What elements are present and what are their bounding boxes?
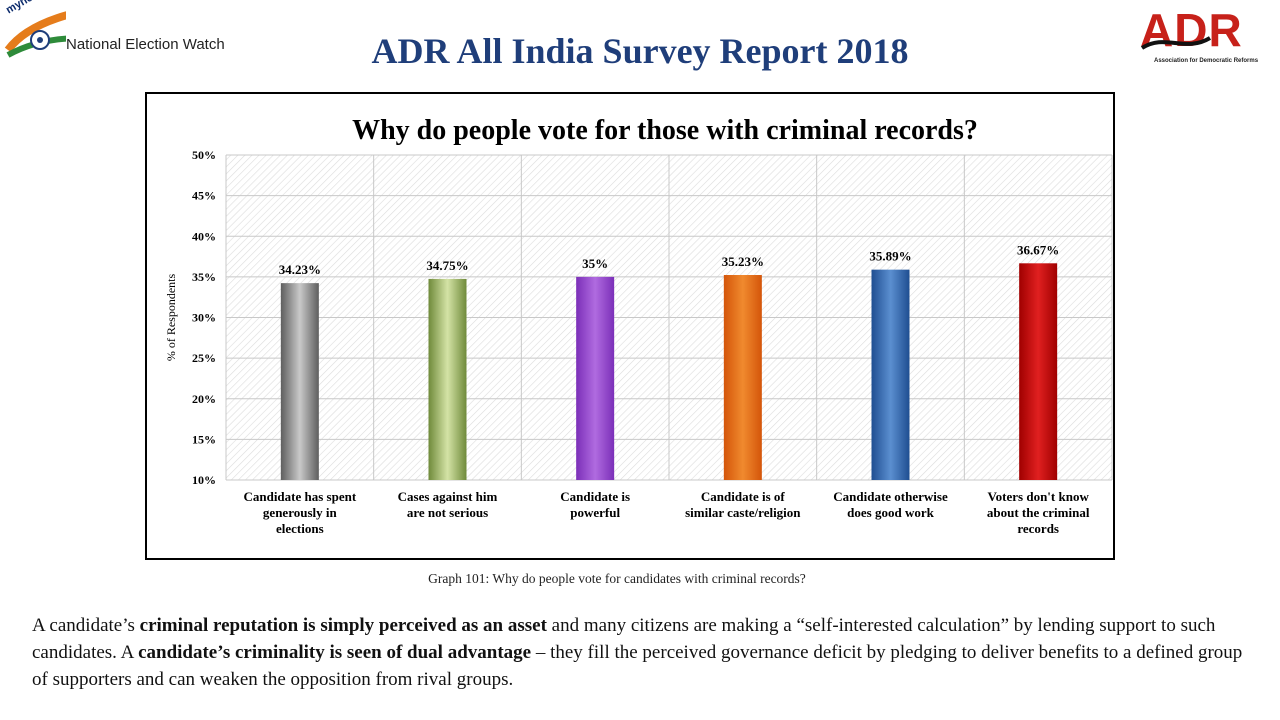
category-label: Candidate is of [701, 489, 785, 504]
adr-logo-subtext: Association for Democratic Reforms [1154, 58, 1259, 64]
body-bold-1: criminal reputation is simply perceived … [139, 615, 547, 636]
y-tick-label: 10% [192, 473, 216, 487]
category-label: Cases against him [398, 489, 498, 504]
y-tick-label: 40% [192, 229, 216, 243]
category-label: does good work [847, 505, 934, 520]
category-label: Candidate is [560, 489, 630, 504]
chart-title: Why do people vote for those with crimin… [352, 115, 978, 146]
category-label: powerful [570, 505, 620, 520]
category-label: Voters don't know [987, 489, 1089, 504]
body-text-2: and many citizens are making a “self-int… [32, 615, 1216, 663]
graph-caption: Graph 101: Why do people vote for candid… [428, 571, 806, 586]
body-bold-2: candidate’s criminality is seen of dual … [138, 642, 532, 663]
y-tick-label: 25% [192, 351, 216, 365]
category-label: Candidate otherwise [833, 489, 948, 504]
data-label: 35.23% [722, 254, 764, 269]
y-tick-label: 20% [192, 392, 216, 406]
body-text-3: – they fill the perceived governance def… [32, 642, 1243, 690]
body-paragraph: A candidate’s criminal reputation is sim… [32, 612, 1262, 693]
data-label: 36.67% [1017, 242, 1059, 257]
data-label: 35.89% [869, 249, 911, 264]
bar [1019, 263, 1058, 480]
logo-left-text: National Election Watch [66, 36, 225, 53]
category-label: elections [276, 521, 324, 536]
y-tick-label: 35% [192, 270, 216, 284]
data-label: 35% [582, 256, 608, 271]
bar [576, 276, 615, 480]
body-text-1: A candidate’s [32, 615, 140, 636]
adr-swoosh-icon [1140, 36, 1212, 50]
category-label: similar caste/religion [685, 505, 801, 520]
category-label: records [1017, 521, 1059, 536]
bar [428, 278, 467, 480]
category-label: are not serious [407, 505, 488, 520]
adr-logo-text: ADR [1140, 4, 1243, 56]
national-election-watch-logo: myneta.info National Election Watch [0, 0, 250, 62]
adr-logo: ADR Association for Democratic Reforms [1140, 4, 1268, 66]
page-title: ADR All India Survey Report 2018 [371, 31, 909, 71]
category-label: Candidate has spent [243, 489, 356, 504]
y-axis-title: % of Respondents [164, 274, 178, 362]
bar [280, 283, 319, 480]
bar-chart: 10% 15% 20% 25% 30% 35% 40% 45% 50% % of Responde… [164, 148, 1113, 536]
category-label: about the criminal [987, 505, 1090, 520]
y-tick-label: 50% [192, 148, 216, 162]
y-tick-label: 15% [192, 432, 216, 446]
bar [723, 275, 762, 480]
bar [871, 269, 910, 480]
y-tick-label: 45% [192, 189, 216, 203]
category-label: generously in [263, 505, 338, 520]
myneta-swoosh-icon [4, 11, 66, 58]
data-label: 34.23% [279, 262, 321, 277]
y-tick-label: 30% [192, 311, 216, 325]
data-label: 34.75% [426, 258, 468, 273]
